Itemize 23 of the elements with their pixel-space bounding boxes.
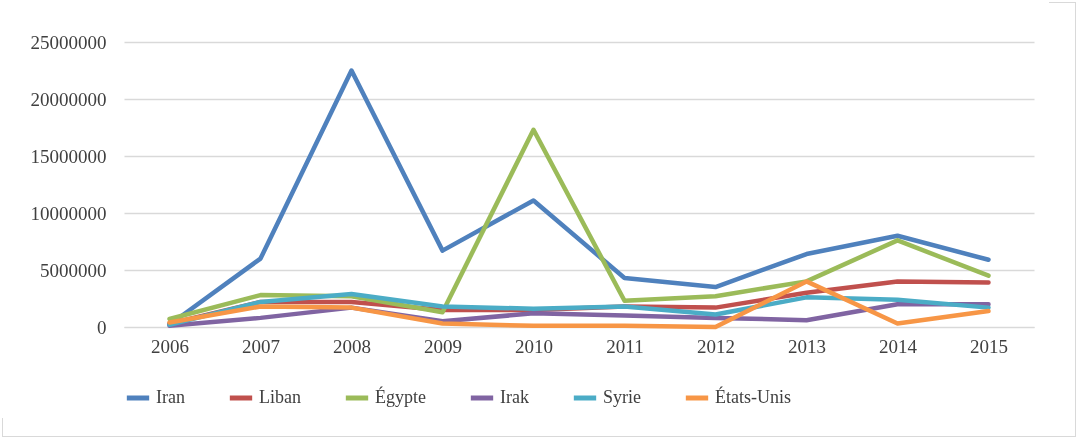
x-tick-label: 2008 — [333, 335, 371, 357]
y-tick-label: 20000000 — [30, 88, 107, 110]
y-tick-label: 15000000 — [30, 145, 107, 167]
x-tick-label: 2014 — [879, 335, 918, 357]
x-tick-label: 2009 — [424, 335, 462, 357]
legend-label: Iran — [156, 387, 185, 407]
legend-label: Syrie — [603, 387, 642, 407]
legend-label: Irak — [500, 387, 529, 407]
y-tick-label: 0 — [97, 316, 107, 338]
x-tick-label: 2015 — [970, 335, 1008, 357]
x-tick-label: 2007 — [242, 335, 280, 357]
y-tick-label: 25000000 — [30, 31, 107, 53]
x-tick-label: 2006 — [151, 335, 189, 357]
legend-label: États-Unis — [715, 386, 791, 407]
x-tick-label: 2010 — [515, 335, 553, 357]
legend-label: Liban — [259, 387, 301, 407]
y-tick-label: 10000000 — [30, 202, 107, 224]
x-tick-label: 2012 — [697, 335, 735, 357]
y-tick-label: 5000000 — [40, 259, 107, 281]
legend-label: Égypte — [375, 386, 426, 407]
line-series — [167, 127, 991, 322]
x-tick-label: 2013 — [788, 335, 826, 357]
x-tick-label: 2011 — [606, 335, 644, 357]
